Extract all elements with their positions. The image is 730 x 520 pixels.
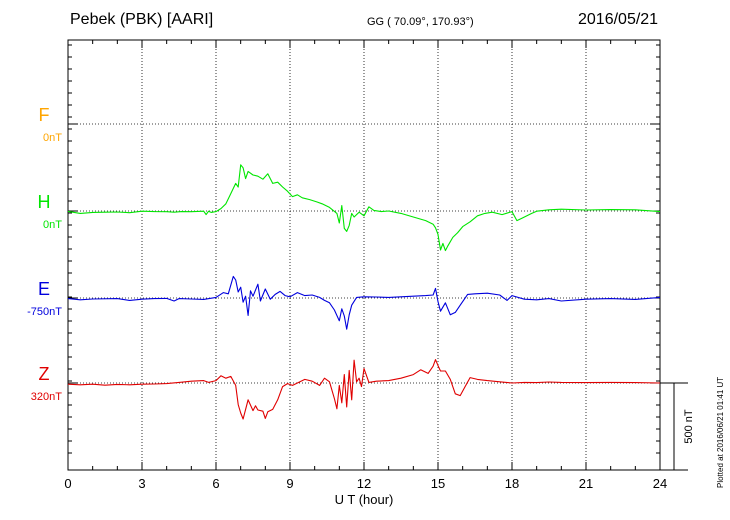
x-tick-label: 21 (579, 476, 593, 491)
date-label: 2016/05/21 (578, 11, 659, 28)
series-baseline-label-z: 320nT (31, 391, 62, 403)
series-name-z: Z (39, 364, 50, 384)
x-tick-label: 0 (64, 476, 71, 491)
x-tick-label: 15 (431, 476, 445, 491)
plot-frame (67, 39, 661, 471)
x-tick-label: 3 (138, 476, 145, 491)
x-tick-label: 9 (286, 476, 293, 491)
x-tick-label: 18 (505, 476, 519, 491)
series-name-e: E (38, 279, 50, 299)
series-line-e (67, 275, 661, 330)
series-name-h: H (38, 192, 51, 212)
series-baseline-label-h: 0nT (43, 219, 62, 231)
series-line-h (67, 164, 661, 252)
x-axis-label: U T (hour) (335, 492, 394, 507)
scale-bar-label: 500 nT (683, 409, 695, 444)
plotted-timestamp: Plotted at 2016/06/21 01:41 UT (716, 376, 725, 488)
station-title: Pebek (PBK) [AARI] (70, 11, 214, 28)
series-line-z (67, 359, 661, 420)
series-baseline-label-f: 0nT (43, 132, 62, 144)
x-tick-label: 6 (212, 476, 219, 491)
x-tick-label: 24 (653, 476, 667, 491)
coordinates-label: GG ( 70.09°, 170.93°) (367, 16, 474, 28)
x-tick-label: 12 (357, 476, 371, 491)
series-name-f: F (39, 105, 50, 125)
series-baseline-label-e: -750nT (27, 306, 62, 318)
